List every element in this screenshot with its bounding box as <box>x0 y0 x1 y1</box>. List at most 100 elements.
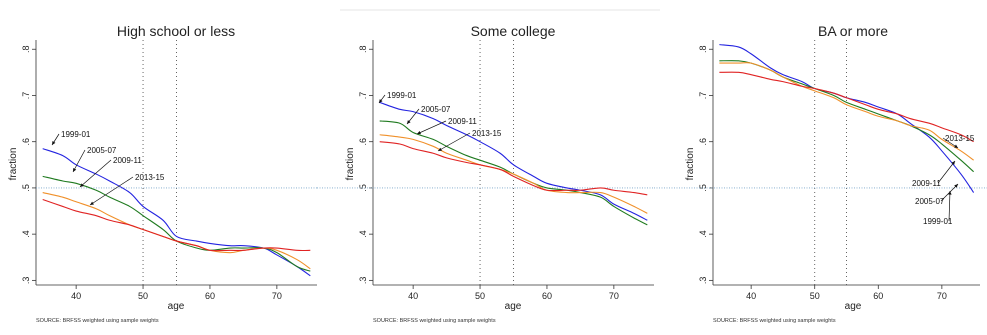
panel-title: Some college <box>471 23 556 39</box>
series-label-arrowhead <box>954 184 958 188</box>
series-line <box>42 198 311 252</box>
series-label: 2013-15 <box>135 173 165 182</box>
series-line <box>379 101 648 221</box>
y-axis-title: fraction <box>685 148 696 181</box>
series-label-arrowhead <box>73 168 77 172</box>
series-label: 1999-01 <box>923 217 953 226</box>
series-line <box>719 71 974 143</box>
panel-ba-or-more: BA or more fraction age SOURCE: BRFSS we… <box>654 23 987 324</box>
series-label-arrow <box>937 160 956 184</box>
x-tick-label: 60 <box>873 291 883 301</box>
y-tick-label: .4 <box>698 230 708 238</box>
source-note: SOURCE: BRFSS weighted using sample weig… <box>36 318 159 324</box>
series-label-arrow <box>416 120 447 135</box>
y-tick-label-group: .5 <box>698 184 708 192</box>
y-tick-label-group: .8 <box>358 45 368 53</box>
source-note: SOURCE: BRFSS weighted using sample weig… <box>713 318 836 324</box>
y-tick-label-group: .4 <box>358 230 368 238</box>
y-tick-label: .4 <box>358 230 368 238</box>
series-label: 2005-07 <box>421 105 451 114</box>
y-tick-label-group: .7 <box>698 92 708 100</box>
series-label: 2013-15 <box>945 134 975 143</box>
series-label-arrowhead <box>80 183 84 187</box>
series-line <box>379 134 648 214</box>
y-tick-label-group: .6 <box>358 138 368 146</box>
series-label: 2009-11 <box>912 179 941 188</box>
y-tick-label: .3 <box>698 277 708 285</box>
series-label-arrowhead <box>379 99 383 103</box>
plot-area: .3 .4 .5 .6 .7 .8 40 50 60 70 2013-15 2009-11 2005-0… <box>654 40 987 301</box>
series-label: 1999-01 <box>61 130 91 139</box>
y-tick-label: .7 <box>698 92 708 100</box>
y-tick-label-group: .4 <box>21 230 31 238</box>
x-tick-label: 50 <box>475 291 485 301</box>
y-axis-title: fraction <box>345 148 356 181</box>
y-tick-label-group: .3 <box>358 277 368 285</box>
y-axis-label: fraction <box>345 148 356 181</box>
y-tick-label: .7 <box>21 92 31 100</box>
y-tick-label: .8 <box>698 45 708 53</box>
x-tick-label: 70 <box>609 291 619 301</box>
x-axis-title: age <box>845 301 862 312</box>
series-label-arrowhead <box>417 130 421 135</box>
x-tick-label: 40 <box>71 291 81 301</box>
series-line <box>719 62 974 161</box>
series-label: 1999-01 <box>387 91 417 100</box>
series-label: 2005-07 <box>87 146 117 155</box>
y-tick-label-group: .6 <box>698 138 708 146</box>
panel-title: BA or more <box>818 23 888 39</box>
series-line <box>42 148 311 277</box>
series-label-arrowhead <box>954 144 958 148</box>
y-tick-label: .3 <box>21 277 31 285</box>
y-tick-label-group: .4 <box>698 230 708 238</box>
x-tick-label: 70 <box>937 291 947 301</box>
series-label-arrow <box>437 132 471 152</box>
y-tick-label: .5 <box>698 184 708 192</box>
x-axis-title: age <box>505 301 522 312</box>
series-label-arrow <box>948 190 951 222</box>
y-tick-label: .8 <box>358 45 368 53</box>
y-axis-label: fraction <box>8 148 19 181</box>
y-tick-label-group: .6 <box>21 138 31 146</box>
y-tick-label: .6 <box>698 138 708 146</box>
source-note: SOURCE: BRFSS weighted using sample weig… <box>373 318 496 324</box>
panel-title: High school or less <box>117 23 235 39</box>
y-tick-label-group: .3 <box>21 277 31 285</box>
x-tick-label: 60 <box>542 291 552 301</box>
y-tick-label: .6 <box>21 138 31 146</box>
y-tick-label: .7 <box>358 92 368 100</box>
panel-high-school: High school or less fraction age SOURCE:… <box>8 23 317 324</box>
x-tick-label: 60 <box>205 291 215 301</box>
series-label-arrow <box>72 149 86 173</box>
series-label: 2013-15 <box>472 129 502 138</box>
series-label-arrow <box>89 176 134 206</box>
y-tick-label-group: .7 <box>358 92 368 100</box>
y-tick-label-group: .7 <box>21 92 31 100</box>
series-label-arrowhead <box>407 120 411 124</box>
x-tick-label: 70 <box>272 291 282 301</box>
series-label: 2005-07 <box>915 197 945 206</box>
y-tick-label: .5 <box>21 184 31 192</box>
panel-some-college: Some college fraction age SOURCE: BRFSS … <box>317 23 654 324</box>
y-tick-label: .3 <box>358 277 368 285</box>
series-label-arrowhead <box>438 147 442 151</box>
x-tick-label: 50 <box>138 291 148 301</box>
y-tick-label-group: .8 <box>21 45 31 53</box>
y-tick-label-group: .3 <box>698 277 708 285</box>
plot-area: .3 .4 .5 .6 .7 .8 40 50 60 70 1999-01 2005-072009-1… <box>21 40 317 301</box>
y-tick-label-group: .8 <box>698 45 708 53</box>
y-axis-title: fraction <box>8 148 19 181</box>
x-tick-label: 40 <box>408 291 418 301</box>
y-tick-label: .8 <box>21 45 31 53</box>
series-label: 2009-11 <box>113 156 142 165</box>
series-label-arrow <box>79 159 112 188</box>
x-axis-title: age <box>168 301 185 312</box>
series-label: 2009-11 <box>448 117 477 126</box>
series-label-arrowhead <box>90 201 94 205</box>
y-axis-label: fraction <box>685 148 696 181</box>
y-tick-label: .4 <box>21 230 31 238</box>
plot-area: .3.4.5.6.7.840 50 60 701999-012005-072009-1… <box>317 40 654 301</box>
series-label-arrowhead <box>951 161 955 165</box>
x-tick-label: 50 <box>810 291 820 301</box>
series-label-arrowhead <box>52 141 56 145</box>
